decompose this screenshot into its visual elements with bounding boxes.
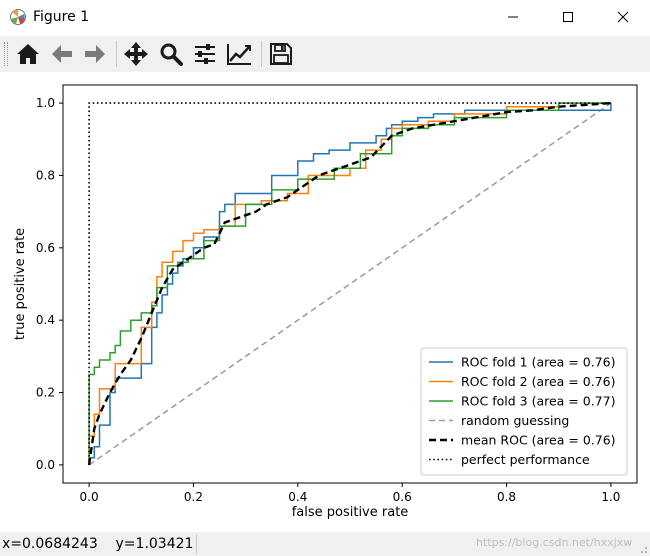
toolbar-separator: [116, 41, 117, 67]
home-button[interactable]: [13, 40, 43, 68]
legend-label: perfect performance: [461, 452, 590, 467]
x-tick-label: 0.6: [393, 490, 412, 504]
title-bar[interactable]: Figure 1: [0, 0, 650, 36]
save-figure-button[interactable]: [266, 40, 296, 68]
watermark-text: https://blog.csdn.net/hxxjxw: [476, 536, 633, 549]
ticks-layer: 0.0 0.2 0.4 0.6 0.8 1.0 0.0 0.2 0.4 0.6 0.8 1.0: [36, 96, 621, 504]
x-tick-label: 0.4: [288, 490, 307, 504]
close-icon: [617, 11, 629, 23]
series-line-4: [87, 101, 611, 466]
legend-label: ROC fold 1 (area = 0.76): [461, 355, 615, 370]
forward-button[interactable]: [80, 40, 110, 68]
legend-label: random guessing: [461, 413, 569, 428]
legend-label: ROC fold 3 (area = 0.77): [461, 394, 615, 409]
minimize-icon: [508, 16, 518, 18]
legend-label: mean ROC (area = 0.76): [461, 433, 616, 448]
x-tick-label: 0.8: [497, 490, 516, 504]
arrow-left-icon: [52, 45, 72, 63]
series-line-5: [88, 102, 611, 465]
y-tick-label: 0.4: [36, 313, 55, 327]
minimize-button[interactable]: [490, 0, 536, 34]
legend: ROC fold 1 (area = 0.76) ROC fold 2 (area…: [420, 347, 628, 476]
edit-axes-button[interactable]: [224, 40, 254, 68]
resize-grip-icon[interactable]: [638, 544, 648, 554]
arrow-right-icon: [85, 45, 105, 63]
y-tick-label: 0.0: [36, 458, 55, 472]
navigation-toolbar: [0, 36, 650, 72]
cursor-coordinates: x=0.0684243 y=1.03421: [2, 536, 194, 552]
window-title: Figure 1: [33, 9, 90, 25]
figure-canvas[interactable]: 0.0 0.2 0.4 0.6 0.8 1.0 0.0 0.2 0.4 0.6 0.8 1.0 fal…: [0, 72, 650, 532]
series-line-0: [88, 103, 612, 465]
toolbar-grip[interactable]: [4, 42, 8, 66]
matplotlib-app-icon: [9, 8, 27, 26]
legend-box: [420, 347, 628, 476]
status-divider: [196, 534, 197, 554]
sliders-icon: [195, 44, 215, 64]
curves-layer: [87, 101, 612, 466]
y-tick-label: 0.2: [36, 386, 55, 400]
magnifier-icon: [160, 43, 183, 66]
home-icon: [17, 44, 39, 64]
series-line-3: [88, 102, 612, 466]
x-tick-label: 0.2: [184, 490, 203, 504]
maximize-icon: [563, 12, 573, 22]
legend-label: ROC fold 2 (area = 0.76): [461, 374, 615, 389]
back-button[interactable]: [47, 40, 77, 68]
toolbar-separator: [261, 41, 262, 67]
move-icon: [124, 42, 148, 66]
line-chart-icon: [227, 44, 251, 65]
maximize-button[interactable]: [545, 0, 591, 34]
x-axis-label: false positive rate: [292, 505, 409, 520]
status-bar: x=0.0684243 y=1.03421: [0, 532, 650, 556]
y-tick-label: 0.8: [36, 168, 55, 182]
x-tick-label: 0.0: [80, 490, 99, 504]
configure-subplots-button[interactable]: [190, 40, 220, 68]
x-tick-label: 1.0: [601, 490, 620, 504]
axes-frame: [62, 84, 638, 484]
pan-button[interactable]: [121, 40, 151, 68]
close-button[interactable]: [600, 0, 646, 34]
zoom-button[interactable]: [156, 40, 186, 68]
y-axis-label: true positive rate: [13, 228, 28, 340]
roc-chart[interactable]: 0.0 0.2 0.4 0.6 0.8 1.0 0.0 0.2 0.4 0.6 0.8 1.0 fal…: [0, 72, 650, 532]
y-tick-label: 1.0: [36, 96, 55, 110]
y-tick-label: 0.6: [36, 241, 55, 255]
floppy-disk-icon: [270, 43, 292, 65]
